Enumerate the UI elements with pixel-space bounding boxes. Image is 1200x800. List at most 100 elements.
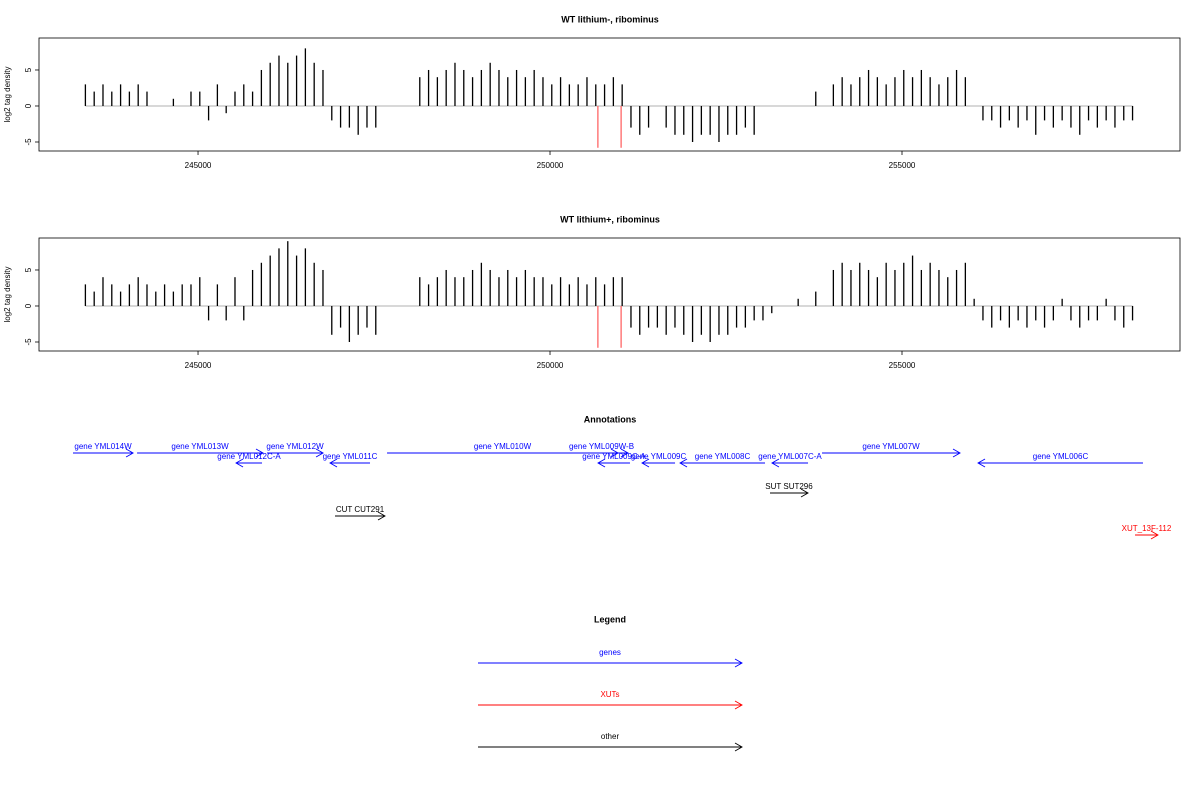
bar <box>119 84 122 106</box>
bar <box>251 269 254 306</box>
bar <box>885 84 887 106</box>
bar <box>225 305 227 321</box>
feature-head <box>771 458 780 468</box>
bar <box>269 255 271 306</box>
bar <box>234 91 236 106</box>
bar <box>911 77 914 106</box>
bar <box>639 105 641 135</box>
bar <box>718 305 720 335</box>
bar <box>947 277 949 306</box>
bar <box>304 248 307 306</box>
bar <box>620 305 622 348</box>
annotations-title: Annotations <box>584 414 637 424</box>
bar <box>111 91 113 106</box>
bar <box>1123 305 1125 328</box>
bar <box>119 291 122 306</box>
bar <box>1061 105 1063 121</box>
bar <box>454 277 456 306</box>
bar <box>128 284 131 306</box>
bar <box>128 91 131 106</box>
bar <box>1008 305 1011 328</box>
bar <box>1026 105 1028 121</box>
legend-label: other <box>601 732 620 741</box>
bar <box>568 84 571 106</box>
bar <box>647 305 650 328</box>
feature-head <box>1150 530 1159 540</box>
bar <box>533 277 535 306</box>
bar <box>859 77 861 106</box>
feature-head <box>679 458 688 468</box>
bar <box>929 262 931 306</box>
bar <box>93 91 95 106</box>
bar <box>938 269 940 306</box>
bar <box>597 105 599 148</box>
bar <box>1070 105 1072 128</box>
feature-label: gene YML006C <box>1033 452 1089 461</box>
bar <box>885 262 887 306</box>
bar <box>137 84 139 106</box>
bar <box>603 284 606 306</box>
bar <box>287 62 289 106</box>
bar <box>225 105 227 114</box>
bar <box>595 84 597 106</box>
bar <box>515 277 518 306</box>
bar <box>621 277 623 306</box>
bar <box>665 305 667 335</box>
bar <box>366 105 368 128</box>
bar <box>278 55 280 106</box>
feature-label: gene YML007W <box>862 442 920 451</box>
feature-head <box>952 448 961 458</box>
bar <box>559 277 562 306</box>
bar <box>322 69 324 106</box>
bar <box>454 62 456 106</box>
bar <box>577 277 579 306</box>
bar <box>894 269 896 306</box>
bar <box>84 284 87 306</box>
bar <box>137 277 139 306</box>
bar <box>735 105 738 135</box>
bar <box>955 69 958 106</box>
bar <box>199 91 201 106</box>
bar <box>419 77 421 106</box>
bar <box>357 105 359 135</box>
legend-title: Legend <box>594 614 626 624</box>
bar <box>295 55 298 106</box>
bar <box>1087 305 1090 321</box>
bar <box>559 77 562 106</box>
bar <box>1026 305 1028 328</box>
bar <box>656 305 659 328</box>
bar <box>551 84 553 106</box>
bar <box>691 305 694 342</box>
bar <box>753 305 755 321</box>
bar <box>498 277 500 306</box>
bar <box>832 84 835 106</box>
feature-head <box>620 448 629 458</box>
bar <box>603 84 606 106</box>
legend-head <box>734 700 743 710</box>
bar <box>700 305 703 335</box>
bar <box>964 262 967 306</box>
bar <box>181 284 183 306</box>
feature-label: gene YML009C-A <box>582 452 646 461</box>
x-tick-label: 255000 <box>889 361 916 370</box>
bar <box>903 262 905 306</box>
bar <box>955 269 958 306</box>
bar <box>718 105 720 142</box>
bar <box>982 105 984 121</box>
bar <box>630 105 632 128</box>
bar <box>463 277 465 306</box>
bar <box>1079 105 1081 135</box>
bar <box>93 291 95 306</box>
bar <box>620 105 622 148</box>
bar <box>876 277 879 306</box>
bar <box>199 277 201 306</box>
bar <box>1017 305 1019 321</box>
bar <box>991 305 993 328</box>
chart-title: WT lithium-, ribominus <box>561 14 659 24</box>
bar <box>190 284 192 306</box>
bar <box>568 284 571 306</box>
bar <box>375 305 377 335</box>
feature-label: gene YML014W <box>74 442 132 451</box>
bar <box>859 262 861 306</box>
bar <box>691 105 694 142</box>
